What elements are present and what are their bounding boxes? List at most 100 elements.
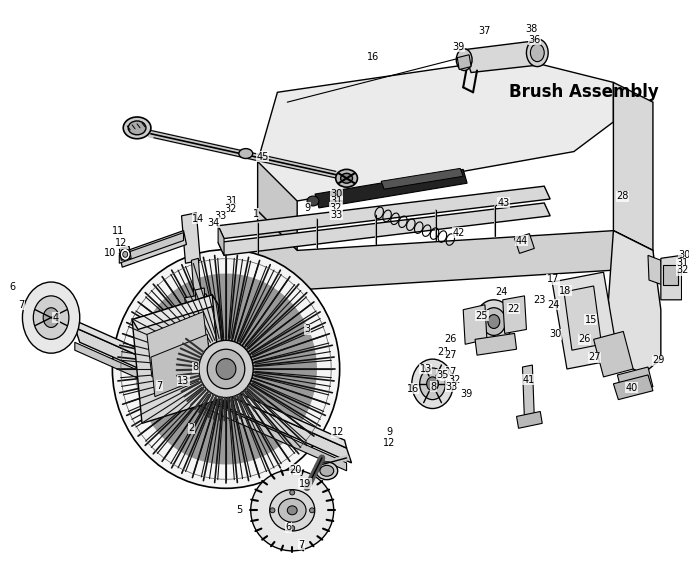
Polygon shape	[151, 335, 212, 397]
Text: 25: 25	[475, 311, 489, 320]
Ellipse shape	[123, 117, 151, 139]
Text: 27: 27	[444, 350, 457, 360]
Text: 5: 5	[236, 505, 242, 516]
Polygon shape	[503, 296, 526, 333]
Ellipse shape	[207, 349, 245, 389]
Text: 31: 31	[677, 258, 689, 268]
Text: 32: 32	[329, 203, 342, 213]
Text: 14: 14	[192, 214, 205, 224]
Polygon shape	[132, 295, 222, 423]
Ellipse shape	[412, 359, 453, 409]
Ellipse shape	[43, 308, 59, 328]
Text: 23: 23	[533, 295, 546, 305]
Ellipse shape	[488, 315, 500, 328]
Polygon shape	[315, 170, 467, 208]
Text: 38: 38	[525, 24, 537, 34]
Polygon shape	[218, 203, 550, 255]
Text: 32: 32	[677, 265, 689, 275]
Ellipse shape	[216, 358, 236, 380]
Ellipse shape	[420, 368, 445, 399]
Text: 36: 36	[528, 35, 540, 45]
Polygon shape	[119, 230, 187, 267]
Text: 27: 27	[588, 352, 601, 362]
Polygon shape	[463, 305, 487, 344]
Polygon shape	[258, 211, 653, 290]
Polygon shape	[617, 367, 653, 395]
Text: 6: 6	[285, 522, 291, 532]
Text: 11: 11	[112, 226, 125, 236]
Polygon shape	[258, 57, 613, 201]
Polygon shape	[132, 295, 218, 329]
Text: 39: 39	[452, 42, 464, 52]
Text: 29: 29	[652, 355, 665, 365]
Polygon shape	[522, 365, 535, 420]
Text: 18: 18	[559, 286, 571, 296]
Polygon shape	[594, 331, 633, 377]
Text: 12: 12	[331, 427, 344, 437]
Polygon shape	[73, 320, 347, 448]
Ellipse shape	[426, 377, 438, 391]
Ellipse shape	[251, 470, 333, 551]
Ellipse shape	[290, 490, 295, 495]
Ellipse shape	[475, 300, 513, 343]
Text: 33: 33	[445, 382, 457, 392]
Text: 17: 17	[445, 367, 457, 377]
Text: 12: 12	[115, 238, 127, 249]
Ellipse shape	[135, 274, 317, 464]
Text: 19: 19	[299, 479, 311, 489]
Text: 6: 6	[10, 282, 16, 292]
Text: 4: 4	[53, 312, 59, 323]
Text: 45: 45	[256, 151, 269, 162]
Text: 26: 26	[579, 335, 591, 344]
Ellipse shape	[340, 174, 353, 183]
Polygon shape	[119, 233, 183, 263]
Text: 15: 15	[584, 315, 597, 324]
Text: 9: 9	[304, 203, 310, 213]
Ellipse shape	[309, 508, 314, 513]
Ellipse shape	[482, 308, 506, 335]
Text: 7: 7	[19, 300, 25, 310]
Polygon shape	[218, 226, 224, 255]
Polygon shape	[663, 265, 678, 285]
Text: 40: 40	[625, 383, 637, 393]
Text: 9: 9	[440, 371, 446, 381]
Text: 24: 24	[495, 287, 508, 297]
Ellipse shape	[270, 508, 275, 513]
Text: 20: 20	[289, 465, 301, 475]
Ellipse shape	[121, 249, 130, 260]
Polygon shape	[381, 168, 463, 189]
Polygon shape	[517, 411, 542, 428]
Text: 32: 32	[448, 375, 460, 385]
Polygon shape	[613, 83, 653, 250]
Ellipse shape	[336, 170, 358, 187]
Text: 24: 24	[547, 300, 559, 310]
Ellipse shape	[123, 251, 127, 257]
Text: 16: 16	[407, 384, 419, 394]
Polygon shape	[475, 333, 517, 355]
Polygon shape	[613, 375, 653, 399]
Text: 30: 30	[679, 250, 689, 261]
Polygon shape	[552, 272, 618, 369]
Text: 31: 31	[331, 196, 343, 206]
Polygon shape	[648, 255, 663, 285]
Ellipse shape	[199, 340, 253, 398]
Polygon shape	[185, 294, 208, 308]
Ellipse shape	[239, 149, 253, 159]
Polygon shape	[457, 55, 471, 69]
Ellipse shape	[320, 465, 333, 476]
Ellipse shape	[23, 282, 80, 353]
Polygon shape	[258, 162, 297, 250]
Text: 9: 9	[386, 427, 392, 437]
Text: 16: 16	[367, 52, 380, 61]
Text: 7: 7	[298, 540, 305, 550]
Text: 7: 7	[156, 381, 163, 391]
Text: 28: 28	[616, 191, 628, 201]
Polygon shape	[515, 234, 535, 253]
Text: 22: 22	[507, 304, 520, 314]
Text: 12: 12	[383, 438, 395, 448]
Ellipse shape	[531, 44, 544, 61]
Text: 37: 37	[479, 26, 491, 36]
Text: 8: 8	[431, 382, 437, 392]
Text: 42: 42	[452, 228, 464, 238]
Text: 32: 32	[225, 204, 237, 214]
